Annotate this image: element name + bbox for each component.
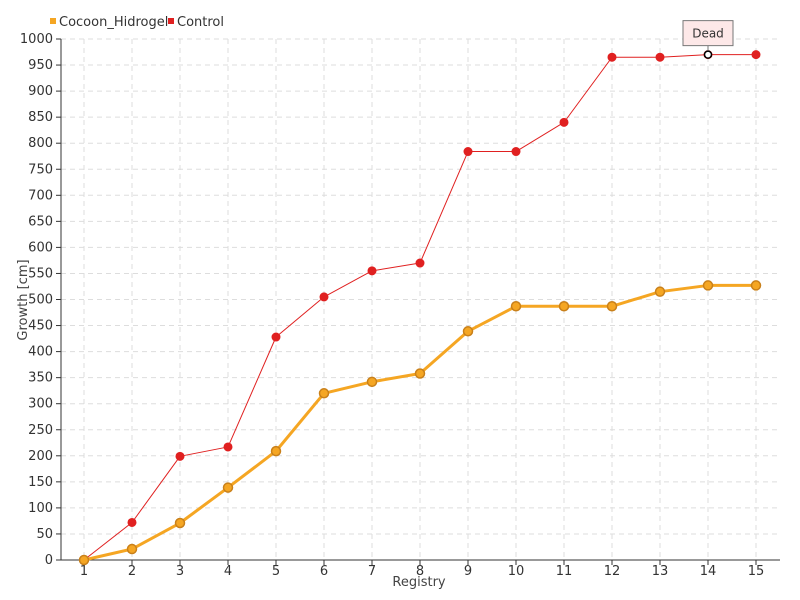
y-tick-label: 150 — [28, 475, 53, 490]
annotations: Dead — [682, 20, 734, 59]
data-point-cocoon-hidrogel — [510, 301, 522, 312]
y-tick-label: 350 — [28, 371, 53, 386]
x-tick-label: 1 — [80, 564, 88, 579]
x-tick-label: 8 — [416, 564, 424, 579]
grid-lines — [61, 38, 780, 560]
data-point-cocoon-hidrogel — [366, 376, 378, 388]
data-point-cocoon-hidrogel — [414, 368, 426, 379]
x-tick-label: 2 — [128, 564, 136, 579]
data-point-control — [751, 50, 761, 60]
data-point-cocoon-hidrogel — [558, 301, 570, 312]
annotation-box — [682, 20, 734, 47]
data-point-control — [655, 52, 665, 62]
x-tick-label: 13 — [652, 564, 669, 579]
legend-marker — [168, 18, 174, 24]
y-tick-label: 700 — [28, 188, 53, 203]
y-tick-label: 500 — [28, 293, 53, 308]
x-tick-label: 10 — [508, 564, 525, 579]
y-tick-label: 750 — [28, 162, 53, 177]
data-point-control — [415, 258, 425, 268]
data-point-cocoon-hidrogel — [318, 388, 330, 399]
x-tick-label: 7 — [368, 564, 376, 579]
x-axis-title: Registry — [392, 575, 446, 590]
y-tick-label: 650 — [28, 214, 53, 229]
x-tick-label: 12 — [604, 564, 621, 579]
x-tick-label: 5 — [272, 564, 280, 579]
data-point-cocoon-hidrogel — [174, 517, 186, 529]
data-point-cocoon-hidrogel — [126, 543, 138, 555]
data-point-control — [319, 292, 329, 302]
y-tick-label: 400 — [28, 345, 53, 360]
data-point-control — [223, 442, 233, 452]
data-point-control — [511, 147, 521, 157]
y-axis-title: Growth [cm] — [16, 259, 31, 340]
data-point-control — [367, 266, 377, 276]
y-tick-label: 250 — [28, 423, 53, 438]
y-tick-label: 950 — [28, 58, 53, 73]
y-tick-label: 550 — [28, 266, 53, 281]
x-tick-label: 6 — [320, 564, 328, 579]
data-point-cocoon-hidrogel — [270, 445, 282, 457]
data-point-cocoon-hidrogel — [654, 286, 666, 297]
data-point-control — [463, 147, 473, 157]
data-point-control — [127, 517, 137, 527]
x-tick-label: 4 — [224, 564, 232, 579]
series-layer — [78, 50, 762, 566]
y-tick-label: 100 — [28, 501, 53, 516]
data-point-cocoon-hidrogel — [750, 280, 762, 291]
y-tick-label: 850 — [28, 110, 53, 125]
data-point-cocoon-hidrogel — [462, 326, 474, 337]
data-point-control — [175, 451, 185, 461]
x-tick-label: 15 — [748, 564, 765, 579]
data-point-cocoon-hidrogel — [702, 280, 714, 291]
legend-marker — [50, 18, 56, 24]
axes: 0 50 100 150 200 250 300 350 400 450 500 550 600 650 7… — [20, 32, 780, 579]
y-tick-label: 1000 — [20, 32, 53, 47]
data-point-control — [607, 52, 617, 62]
y-tick-label: 900 — [28, 84, 53, 99]
annotation-label: Dead — [692, 27, 724, 41]
legend-label: Control — [177, 15, 224, 30]
x-tick-label: 14 — [700, 564, 717, 579]
x-tick-label: 3 — [176, 564, 184, 579]
annotation-marker — [703, 50, 713, 59]
y-tick-label: 0 — [45, 553, 53, 568]
y-tick-label: 600 — [28, 240, 53, 255]
x-tick-label: 9 — [464, 564, 472, 579]
x-tick-label: 11 — [556, 564, 573, 579]
y-tick-label: 200 — [28, 449, 53, 464]
data-point-control — [271, 332, 281, 342]
legend-label: Cocoon_Hidrogel — [59, 15, 168, 30]
data-point-cocoon-hidrogel — [78, 554, 90, 566]
data-point-cocoon-hidrogel — [606, 301, 618, 312]
y-tick-label: 800 — [28, 136, 53, 151]
data-point-cocoon-hidrogel — [222, 482, 234, 493]
y-tick-label: 450 — [28, 319, 53, 334]
y-tick-label: 50 — [36, 527, 53, 542]
legend: Cocoon_Hidrogel Control — [50, 15, 224, 30]
y-tick-label: 300 — [28, 397, 53, 412]
data-point-control — [559, 117, 569, 127]
